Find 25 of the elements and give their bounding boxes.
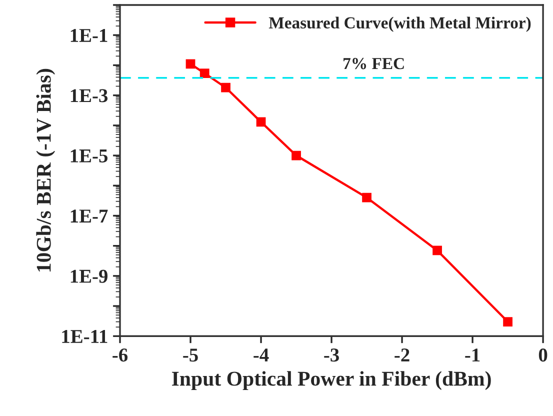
point xyxy=(503,317,512,326)
point xyxy=(292,150,301,160)
y-tick-label: 1E-3 xyxy=(70,89,108,102)
y-tick-label: 1E-5 xyxy=(70,149,108,162)
y-tick-label: 1E-1 xyxy=(70,29,108,42)
y-tick-label: 1E-9 xyxy=(70,270,108,283)
x-axis-title: Input Optical Power in Fiber (dBm) xyxy=(172,371,491,390)
x-tick-label: -4 xyxy=(254,348,269,362)
x-tick-label: -1 xyxy=(465,348,480,362)
x-tick-label: -2 xyxy=(394,348,410,362)
y-axis-title: 10Gb/s BER (-1V Bias) xyxy=(36,68,56,272)
x-tick-label: -6 xyxy=(112,348,128,362)
y-tick-label: 1E-11 xyxy=(62,330,108,343)
legend-label: Measured Curve(with Metal Mirror) xyxy=(268,16,531,32)
y-tick-label: 1E-7 xyxy=(70,210,108,222)
ref-line-label: 7% FEC xyxy=(344,58,404,70)
x-tick-label: -3 xyxy=(324,348,339,362)
point xyxy=(221,82,230,92)
point xyxy=(432,246,442,256)
point xyxy=(256,117,266,127)
point xyxy=(200,68,210,78)
x-tick-label: -5 xyxy=(183,348,198,362)
point xyxy=(362,192,372,202)
point xyxy=(186,59,196,69)
x-tick-label: 0 xyxy=(538,348,548,362)
